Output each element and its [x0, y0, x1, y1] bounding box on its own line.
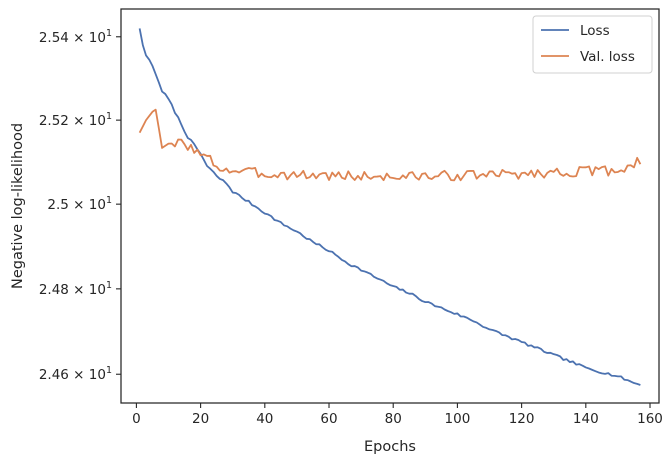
- x-axis-title: Epochs: [364, 439, 416, 455]
- x-tick-label: 40: [256, 411, 273, 427]
- legend-label-val-loss: Val. loss: [580, 49, 635, 65]
- x-tick-label: 20: [192, 411, 209, 427]
- y-axis-title: Negative log-likelihood: [10, 123, 26, 289]
- y-tick-label: 2.48 × 101: [39, 280, 112, 298]
- x-tick-label: 0: [132, 411, 141, 427]
- series-line-val-loss: [138, 108, 642, 182]
- x-tick-label: 120: [509, 411, 535, 427]
- legend: Loss Val. loss: [532, 15, 653, 74]
- y-tick-label: 2.5 × 101: [47, 195, 112, 213]
- axes-frame: [120, 8, 660, 404]
- x-tick-label: 60: [320, 411, 337, 427]
- y-tick-label: 2.54 × 101: [39, 28, 112, 46]
- plot-lines: [138, 28, 642, 386]
- series-line-loss: [138, 28, 641, 386]
- y-axis-ticks: 2.46 × 101 2.48 × 101 2.5 × 101 2.52 × 101 2…: [39, 28, 121, 383]
- y-tick-label: 2.46 × 101: [39, 365, 112, 383]
- x-tick-label: 80: [385, 411, 402, 427]
- y-tick-label: 2.52 × 101: [39, 111, 112, 129]
- legend-label-loss: Loss: [580, 23, 610, 39]
- x-axis-ticks: 0 20 40 60 80 100 120 140 160: [132, 403, 663, 427]
- x-tick-label: 140: [573, 411, 599, 427]
- x-tick-label: 160: [637, 411, 663, 427]
- x-tick-label: 100: [445, 411, 471, 427]
